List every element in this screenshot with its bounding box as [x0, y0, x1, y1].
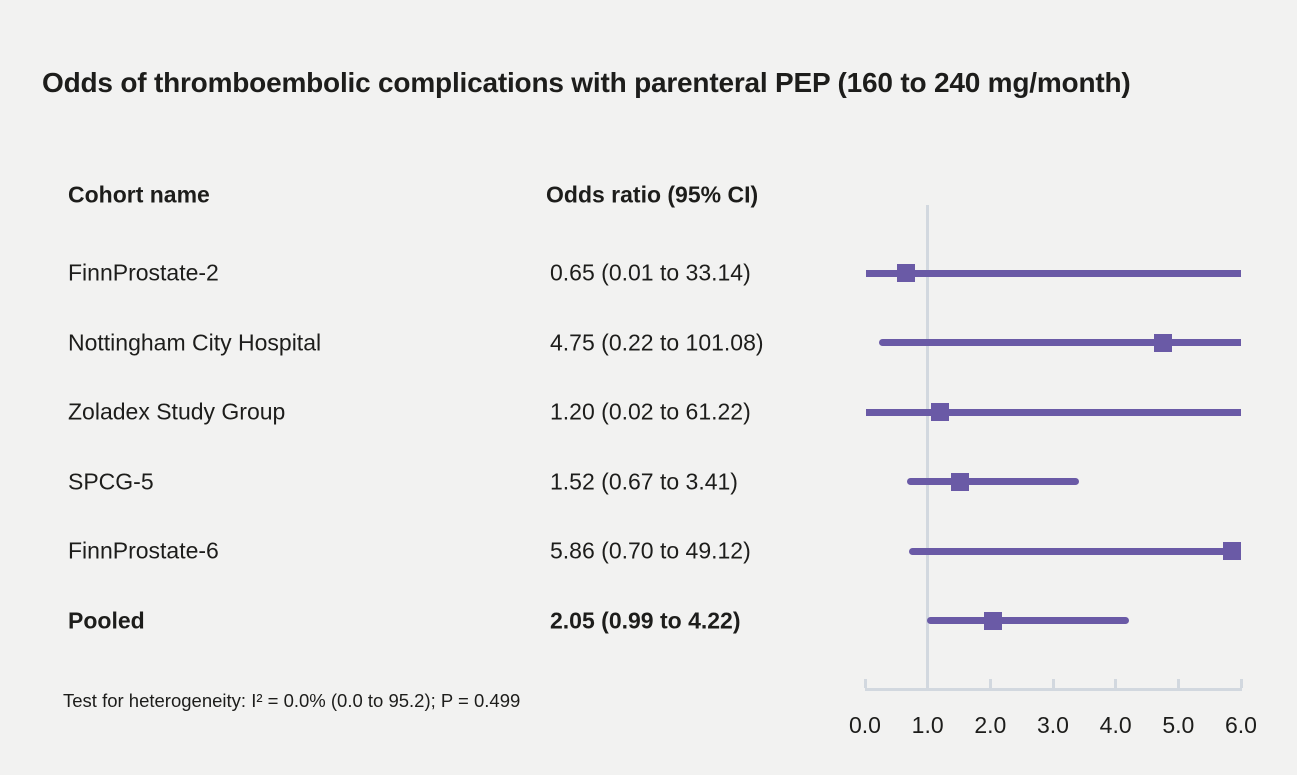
- ci-track: [865, 308, 1241, 378]
- axis-tick-label: 4.0: [1099, 712, 1132, 738]
- forest-row-5: FinnProstate-6 5.86 (0.70 to 49.12): [0, 516, 1297, 586]
- figure-title: Odds of thromboembolic complications wit…: [42, 67, 1131, 98]
- ci-line: [865, 269, 1241, 277]
- axis-tick: [863, 679, 867, 688]
- ci-track: [865, 516, 1241, 586]
- point-estimate-marker: [1223, 542, 1241, 560]
- cohort-label: Zoladex Study Group: [68, 398, 286, 425]
- ci-line: [906, 478, 1079, 485]
- cohort-label: FinnProstate-2: [68, 259, 219, 286]
- axis-tick-label: 3.0: [1037, 712, 1069, 738]
- forest-row-1: FinnProstate-2 0.65 (0.01 to 33.14): [0, 238, 1297, 308]
- forest-row-2: Nottingham City Hospital 4.75 (0.22 to 10…: [0, 308, 1297, 378]
- axis-tick-label: 0.0: [849, 712, 881, 738]
- x-axis: [865, 688, 1242, 691]
- odds-ratio-value: 1.20 (0.02 to 61.22): [550, 398, 751, 425]
- axis-tick-label: 5.0: [1162, 712, 1195, 738]
- odds-ratio-value: 5.86 (0.70 to 49.12): [550, 537, 751, 564]
- column-header-row: Cohort name Odds ratio (95% CI): [0, 160, 1297, 230]
- axis-tick: [1114, 679, 1118, 688]
- odds-ratio-value: 1.52 (0.67 to 3.41): [550, 468, 738, 494]
- axis-tick: [1051, 679, 1055, 688]
- ci-line: [927, 617, 1130, 624]
- ci-track: [865, 586, 1241, 656]
- column-header-cohort: Cohort name: [68, 181, 210, 208]
- cohort-label: Nottingham City Hospital: [68, 329, 322, 355]
- ci-track: [865, 377, 1241, 447]
- odds-ratio-value: 4.75 (0.22 to 101.08): [550, 329, 764, 355]
- axis-tick-label: 1.0: [911, 712, 944, 738]
- forest-row-3: Zoladex Study Group 1.20 (0.02 to 61.22): [0, 377, 1297, 447]
- heterogeneity-note: Test for heterogeneity: I² = 0.0% (0.0 t…: [63, 690, 521, 711]
- ci-line: [908, 547, 1241, 555]
- odds-ratio-value: 0.65 (0.01 to 33.14): [550, 259, 751, 286]
- forest-row-4: SPCG-5 1.52 (0.67 to 3.41): [0, 447, 1297, 517]
- cohort-label: FinnProstate-6: [68, 537, 219, 564]
- ci-track: [865, 447, 1241, 517]
- ci-track: [865, 238, 1241, 308]
- reference-line-or-1: [926, 205, 930, 691]
- point-estimate-marker: [896, 264, 915, 282]
- point-estimate-marker: [1153, 333, 1172, 352]
- ci-line: [878, 339, 1241, 346]
- forest-row-6: Pooled 2.05 (0.99 to 4.22): [0, 586, 1297, 656]
- odds-ratio-value: 2.05 (0.99 to 4.22): [550, 607, 741, 633]
- ci-line: [866, 408, 1241, 416]
- point-estimate-marker: [951, 472, 970, 491]
- axis-tick: [988, 679, 992, 688]
- axis-tick-label: 2.0: [974, 712, 1007, 738]
- point-estimate-marker: [931, 403, 950, 421]
- axis-tick-label: 6.0: [1225, 712, 1257, 738]
- cohort-label: SPCG-5: [68, 468, 154, 494]
- point-estimate-marker: [984, 611, 1003, 630]
- cohort-label: Pooled: [68, 607, 145, 633]
- axis-tick: [1239, 679, 1243, 688]
- axis-tick: [1176, 679, 1180, 688]
- column-header-odds-ratio: Odds ratio (95% CI): [546, 181, 759, 208]
